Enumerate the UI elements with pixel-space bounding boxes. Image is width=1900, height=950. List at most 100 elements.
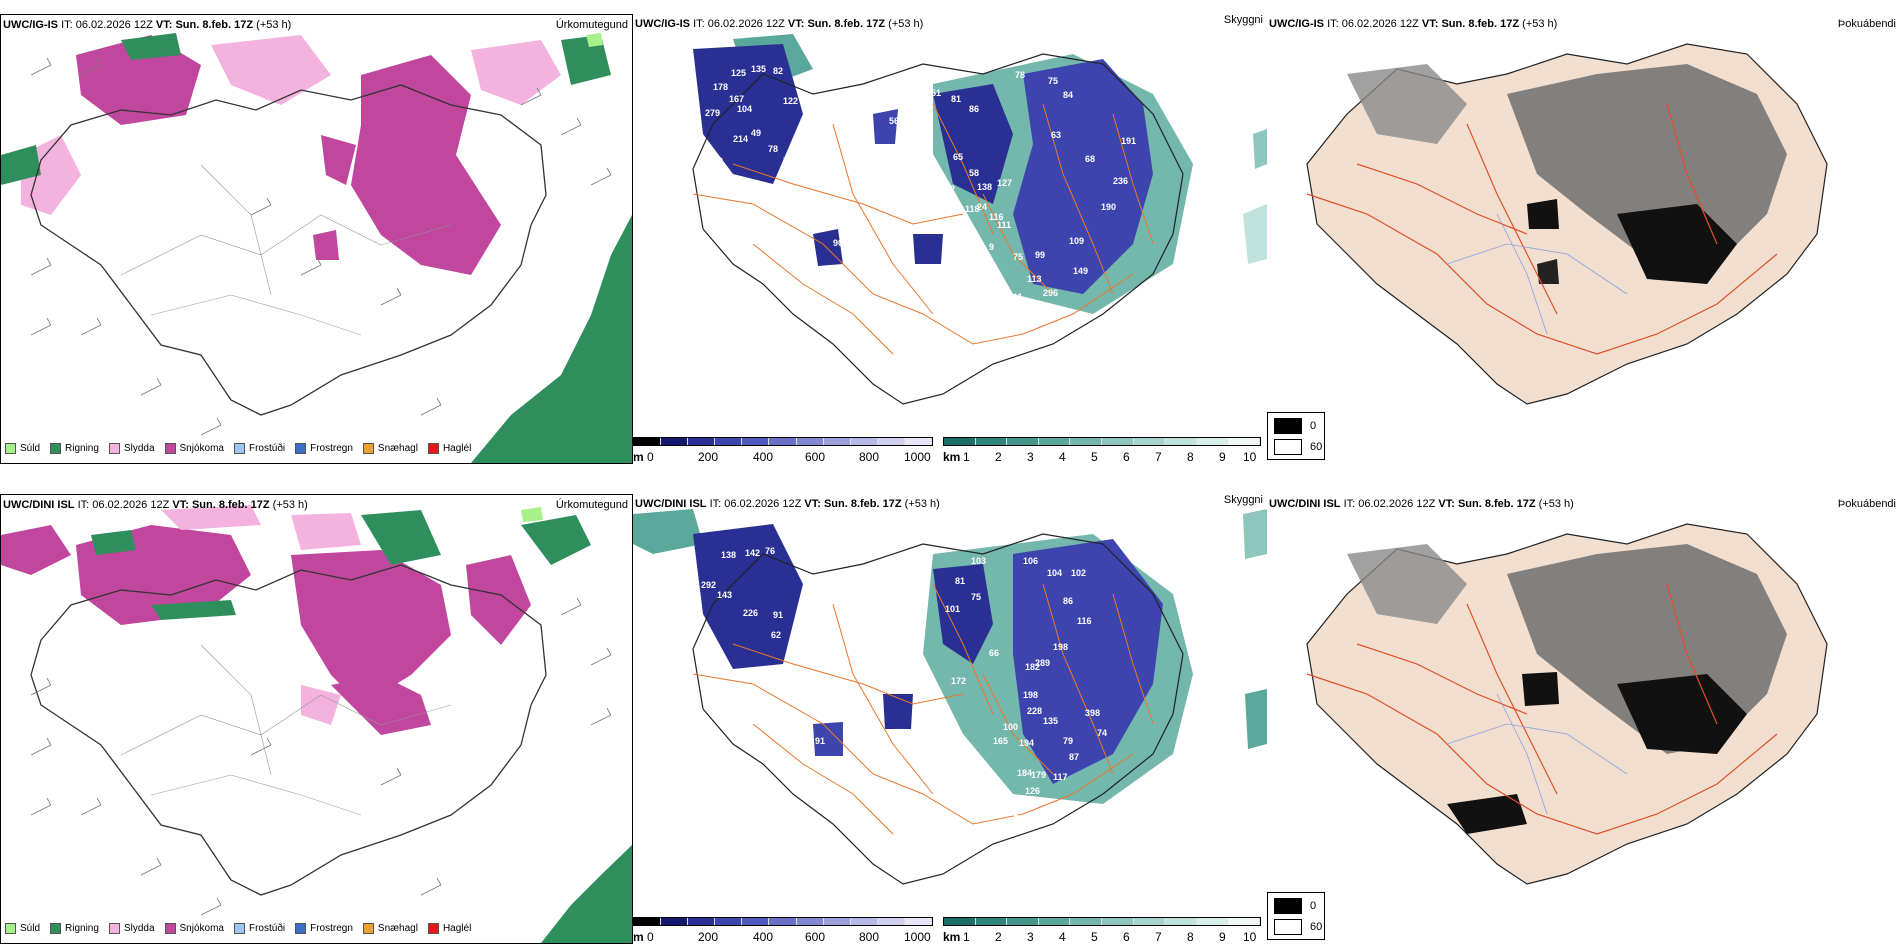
it-label: IT:	[77, 499, 90, 511]
it-label: IT:	[693, 18, 705, 30]
cloud-base-label: 279	[705, 108, 720, 118]
colorbar-segment	[877, 438, 905, 445]
sleet-area	[161, 505, 261, 530]
cloud-tick: 1	[963, 930, 970, 944]
it-label: IT:	[1343, 498, 1356, 510]
height-unit: m	[633, 450, 644, 464]
cloud-base-label: 104	[737, 104, 752, 114]
cloud-base-label: 118	[861, 786, 876, 796]
height-tick: 600	[805, 450, 826, 464]
iceland-outline	[692, 53, 1184, 405]
cloud-base-label: 56	[889, 116, 899, 126]
cloud-base-label: 126	[1025, 786, 1040, 796]
colorbar-segment	[796, 918, 824, 925]
cloud-base-label: 179	[1031, 770, 1046, 780]
vt-value: Sun. 8.feb. 17Z	[175, 19, 254, 31]
iceland-outline	[30, 84, 547, 416]
it-label: IT:	[61, 19, 73, 31]
cloud-base-label: 86	[969, 104, 979, 114]
fog-dense-area	[1522, 672, 1559, 706]
cloud-base-label: 91	[815, 736, 825, 746]
legend-swatch	[164, 923, 176, 934]
height-colorbar-strip	[633, 917, 933, 926]
cloud-base-label: 63	[1051, 130, 1061, 140]
sleet-area	[301, 685, 341, 725]
panel-title: Þokuábendi	[1837, 498, 1896, 510]
fog-indicator-panel: UWC/IG-IS IT: 06.02.2026 12Z VT: Sun. 8.…	[1267, 14, 1900, 464]
cloud-dark-area	[913, 234, 943, 264]
cloud-tick: 9	[1219, 450, 1226, 464]
cloud-base-label: 115	[883, 604, 898, 614]
colorbar-segment	[1007, 918, 1039, 925]
cloud-base-label: 143	[943, 234, 958, 244]
rain-area	[1, 145, 41, 185]
panel-header: UWC/IG-IS IT: 06.02.2026 12Z VT: Sun. 8.…	[1269, 18, 1557, 30]
vt-label: VT:	[804, 498, 821, 510]
vt-value: Sun. 8.feb. 17Z	[191, 499, 270, 511]
colorbar-segment	[1228, 918, 1260, 925]
cloud-tick: 8	[1187, 930, 1194, 944]
cloud-base-label: 104	[1047, 568, 1062, 578]
cloud-base-label: 118	[965, 204, 980, 214]
legend-swatch	[50, 443, 62, 454]
cloud-tick: 4	[1059, 450, 1066, 464]
precip-type-panel: UWC/IG-IS IT: 06.02.2026 12Z VT: Sun. 8.…	[0, 14, 633, 464]
cloud-base-label: 178	[713, 82, 728, 92]
cloud-base-label: 23	[953, 242, 963, 252]
cloud-base-label: 81	[955, 576, 965, 586]
legend-item: Frostregn	[295, 443, 353, 454]
legend-label: Frostúði	[248, 443, 286, 454]
fog-map	[1267, 14, 1900, 434]
vt-value: Sun. 8.feb. 17Z	[1441, 18, 1520, 30]
cloud-base-panel: 138 142 76 292 143 226 91 62 78 99 115 104 48 101 103 8…	[633, 494, 1267, 944]
cloud-base-label: 78	[857, 590, 867, 600]
cloud-base-label: 172	[951, 676, 966, 686]
colorbar-segment	[742, 918, 770, 925]
cloud-base-label: 292	[701, 580, 716, 590]
cloud-base-label: 143	[717, 590, 732, 600]
drizzle-area	[521, 507, 543, 522]
river-network	[1446, 213, 1628, 335]
fog-scale-dark-label: 0	[1310, 420, 1317, 432]
cloud-tick: 6	[1123, 450, 1130, 464]
colorbar-segment	[850, 438, 878, 445]
it-value: 06.02.2026 12Z	[1358, 498, 1436, 510]
cloud-base-label: 236	[1113, 176, 1128, 186]
vt-value: Sun. 8.feb. 17Z	[1457, 498, 1536, 510]
rain-area	[541, 845, 632, 943]
cloud-tick: 6	[1123, 930, 1130, 944]
drizzle-area	[586, 33, 603, 47]
cloud-base-label: 11	[1013, 292, 1023, 302]
legend-item: Haglél	[427, 443, 471, 454]
colorbar-segment	[1196, 438, 1229, 445]
cloud-base-label: 111	[997, 220, 1011, 230]
cloud-base-label: 74	[1097, 728, 1107, 738]
rain-area	[361, 510, 441, 565]
cloud-base-label: 90	[713, 156, 723, 166]
legend-label: Frostregn	[310, 923, 353, 934]
colorbar-segment	[1101, 438, 1134, 445]
fog-scale-light-label: 60	[1310, 921, 1323, 933]
cloud-base-label: 138	[977, 182, 992, 192]
height-tick: 1000	[904, 450, 931, 464]
colorbar-segment	[1070, 918, 1102, 925]
lead-time: (+53 h)	[1522, 18, 1558, 30]
colorbar-segment	[1196, 918, 1229, 925]
teal-area	[1253, 129, 1267, 169]
cloud-base-label: 49	[751, 128, 761, 138]
legend-label: Frostregn	[310, 443, 353, 454]
height-unit: m	[633, 930, 644, 944]
cloud-base-label: 231	[1003, 808, 1018, 818]
cloud-base-label: 100	[1003, 722, 1018, 732]
cloud-base-label: 191	[1121, 136, 1136, 146]
fog-scale-light-label: 60	[1310, 441, 1323, 453]
cloud-base-label: 214	[733, 134, 748, 144]
cloud-colorbar-strip	[943, 917, 1261, 926]
cloud-base-label: 51	[931, 88, 941, 98]
cloud-base-label: 101	[945, 604, 960, 614]
cloud-base-label: 86	[1063, 596, 1073, 606]
colorbar-segment	[796, 438, 824, 445]
legend-item: Frostúði	[233, 923, 285, 934]
